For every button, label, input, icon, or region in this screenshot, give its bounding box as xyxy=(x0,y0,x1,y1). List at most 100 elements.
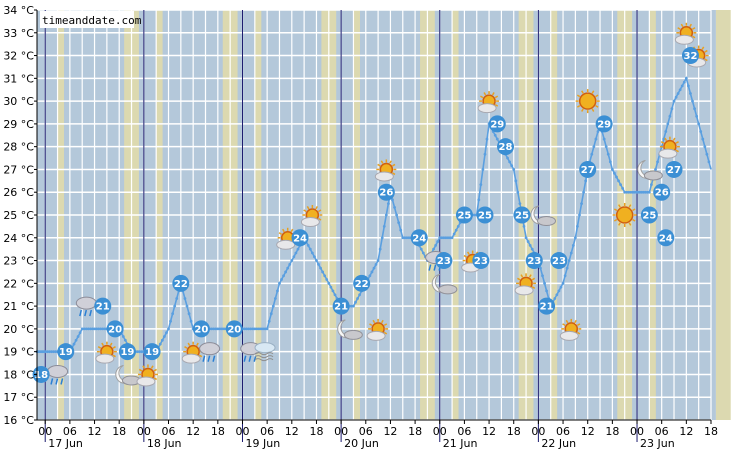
temperature-bubble: 20 xyxy=(225,320,243,338)
sun-ray xyxy=(153,368,157,372)
temperature-point xyxy=(265,327,269,331)
temperature-point xyxy=(524,236,528,240)
temperature-point xyxy=(697,122,701,126)
temperature-point xyxy=(391,198,394,202)
temperature-point xyxy=(323,274,327,278)
sun-ray xyxy=(520,274,524,278)
y-tick-label: 19 °C xyxy=(3,346,34,359)
temperature-bubble-label: 23 xyxy=(474,256,488,267)
temperature-bubble-circle xyxy=(595,115,613,133)
temperature-point xyxy=(251,327,255,331)
temperature-point xyxy=(212,327,216,331)
temperature-bubble: 26 xyxy=(653,183,671,201)
temperature-point xyxy=(257,327,261,331)
temperature-point xyxy=(633,190,637,194)
sun-ray xyxy=(196,342,199,346)
temperature-bubble-label: 29 xyxy=(597,119,611,130)
temperature-bubble-label: 21 xyxy=(96,302,110,313)
x-tick-label: 06 xyxy=(162,425,176,438)
temperature-point xyxy=(123,338,127,342)
rain-drop xyxy=(84,309,88,317)
temperature-point xyxy=(158,342,162,346)
x-tick-label: 00 xyxy=(334,425,348,438)
x-tick-label: 06 xyxy=(63,425,77,438)
temperature-point xyxy=(325,278,329,281)
temperature-point xyxy=(140,350,144,354)
temperature-point xyxy=(569,251,573,255)
sun-ray xyxy=(618,222,621,226)
partly-sunny-icon xyxy=(181,341,204,364)
weather-icons xyxy=(47,22,709,387)
rain-drop xyxy=(89,309,93,317)
temperature-point xyxy=(349,304,353,308)
partly-sunny-icon xyxy=(95,341,117,364)
x-tick-label: 12 xyxy=(186,425,200,438)
sun-ray xyxy=(153,377,157,381)
temperature-point xyxy=(643,190,647,194)
sun-ray xyxy=(664,137,668,141)
fog-line xyxy=(254,352,274,356)
temperature-point xyxy=(448,236,452,240)
temperature-point xyxy=(695,114,699,118)
temperature-point xyxy=(637,190,641,194)
brand-box: timeanddate.com xyxy=(40,11,142,28)
rain-drop xyxy=(55,378,59,385)
sun-ray xyxy=(150,365,154,369)
temperature-point xyxy=(530,247,534,251)
rain-drop xyxy=(79,309,83,317)
temperature-bubble-label: 25 xyxy=(515,211,529,222)
temperature-point xyxy=(495,137,499,141)
rain-drop xyxy=(248,355,252,362)
temperature-point xyxy=(528,243,532,247)
cloud-shape xyxy=(674,34,694,45)
x-tick-label: 00 xyxy=(433,425,447,438)
temperature-point xyxy=(80,327,84,331)
temperature-point xyxy=(506,156,509,160)
temperature-bubble: 21 xyxy=(94,297,112,315)
temperature-bubble: 26 xyxy=(377,183,395,201)
day-label: 18 Jun xyxy=(147,437,182,450)
sun-ray xyxy=(660,141,665,144)
cloud-shape xyxy=(254,342,276,354)
temperature-point xyxy=(452,232,456,236)
partly-sunny-icon xyxy=(374,159,397,182)
temperature-bubble-label: 27 xyxy=(667,165,681,176)
temperature-bubble-label: 27 xyxy=(581,165,595,176)
temperature-point xyxy=(571,243,575,247)
temperature-point xyxy=(686,84,690,88)
temperature-point xyxy=(508,160,512,164)
sun-ray xyxy=(689,23,692,28)
temperature-point xyxy=(382,224,386,228)
temperature-point xyxy=(214,327,218,331)
sun-ray xyxy=(613,208,618,212)
temperature-point xyxy=(613,171,616,175)
sun-ray xyxy=(318,209,322,213)
sun-ray xyxy=(109,342,113,346)
sun-icon xyxy=(612,203,637,227)
temperature-point xyxy=(473,213,477,217)
sun-ray xyxy=(97,346,102,349)
temperature-point xyxy=(280,278,283,281)
sun-disc xyxy=(615,206,634,224)
temperature-point xyxy=(541,274,544,278)
sun-ray xyxy=(628,222,632,226)
cloud-shape xyxy=(343,329,363,340)
sun-ray xyxy=(380,319,384,324)
temperature-bubble-circle xyxy=(657,229,675,247)
temperature-point xyxy=(220,327,224,331)
sun-ray xyxy=(112,346,116,349)
x-tick-label: 00 xyxy=(235,425,249,438)
temperature-point xyxy=(45,350,49,354)
temperature-point xyxy=(91,327,94,331)
y-tick-label: 34 °C xyxy=(3,4,34,17)
sun-ray xyxy=(576,104,581,108)
sun-ray xyxy=(306,205,310,210)
temperature-point xyxy=(315,259,318,262)
sun-ray xyxy=(701,46,705,50)
sun-ray xyxy=(380,160,384,164)
temperature-bubble: 19 xyxy=(143,343,161,361)
y-tick-label: 18 °C xyxy=(3,368,34,381)
sun-ray xyxy=(677,27,681,30)
temperature-labels: 18 19 21 20 19 19 22 20 20 24 21 22 26 24 23 25 23 25 29 28… xyxy=(32,47,699,383)
temperature-point xyxy=(136,350,140,354)
